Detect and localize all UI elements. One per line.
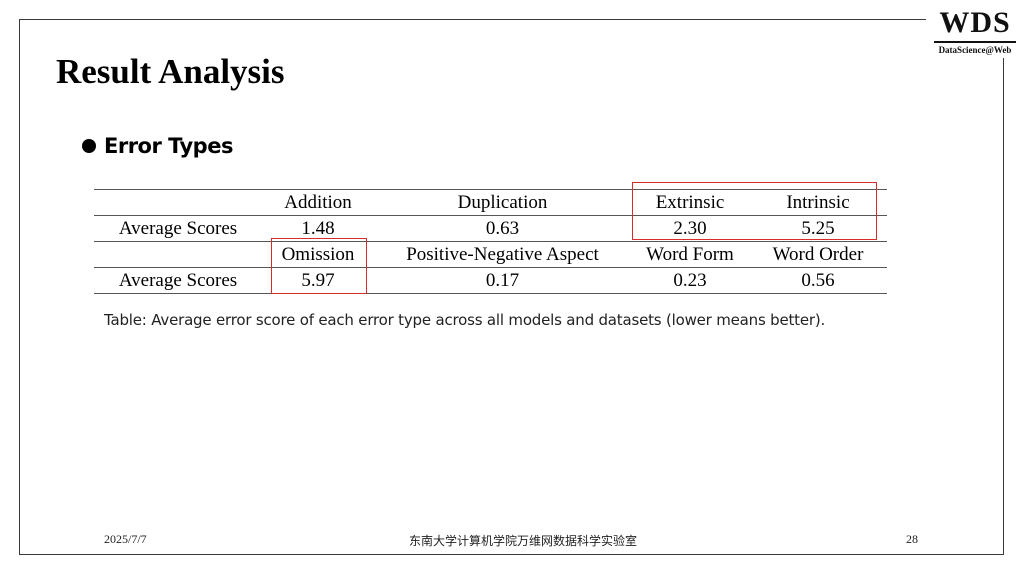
bullet-item: Error Types — [82, 133, 233, 159]
score-row-2: Average Scores 5.97 0.17 0.23 0.56 — [94, 267, 887, 294]
score-extrinsic: 2.30 — [631, 215, 749, 242]
header-empty — [94, 189, 262, 216]
logo-subtitle: DataScience@Web — [938, 45, 1012, 55]
header-row-1: Addition Duplication Extrinsic Intrinsic — [94, 189, 887, 216]
error-score-table: Addition Duplication Extrinsic Intrinsic… — [94, 189, 887, 294]
header-intrinsic: Intrinsic — [749, 189, 887, 216]
header-positive-negative-aspect: Positive-Negative Aspect — [374, 241, 631, 268]
score-word-form: 0.23 — [631, 267, 749, 294]
bullet-text: Error Types — [104, 134, 233, 158]
score-duplication: 0.63 — [374, 215, 631, 242]
header-row-2: Omission Positive-Negative Aspect Word F… — [94, 241, 887, 268]
page-number: 28 — [906, 532, 918, 546]
row-label: Average Scores — [94, 215, 262, 242]
slide-frame — [19, 19, 1004, 555]
logo-rule — [934, 41, 1016, 43]
bullet-dot-icon — [82, 139, 96, 153]
row-label: Average Scores — [94, 267, 262, 294]
footer-lab-name: 东南大学计算机学院万维网数据科学实验室 — [409, 534, 638, 548]
score-intrinsic: 5.25 — [749, 215, 887, 242]
score-word-order: 0.56 — [749, 267, 887, 294]
slide-title: Result Analysis — [56, 52, 285, 91]
header-empty — [94, 241, 262, 268]
header-extrinsic: Extrinsic — [631, 189, 749, 216]
footer-date: 2025/7/7 — [104, 532, 147, 546]
header-omission: Omission — [262, 241, 374, 268]
header-addition: Addition — [262, 189, 374, 216]
header-word-order: Word Order — [749, 241, 887, 268]
wds-logo: WDS DataScience@Web — [926, 0, 1024, 58]
score-row-1: Average Scores 1.48 0.63 2.30 5.25 — [94, 215, 887, 242]
header-word-form: Word Form — [631, 241, 749, 268]
header-duplication: Duplication — [374, 189, 631, 216]
logo-title: WDS — [939, 6, 1011, 39]
score-omission: 5.97 — [262, 267, 374, 294]
score-addition: 1.48 — [262, 215, 374, 242]
table-caption: Table: Average error score of each error… — [104, 311, 826, 329]
score-positive-negative-aspect: 0.17 — [374, 267, 631, 294]
